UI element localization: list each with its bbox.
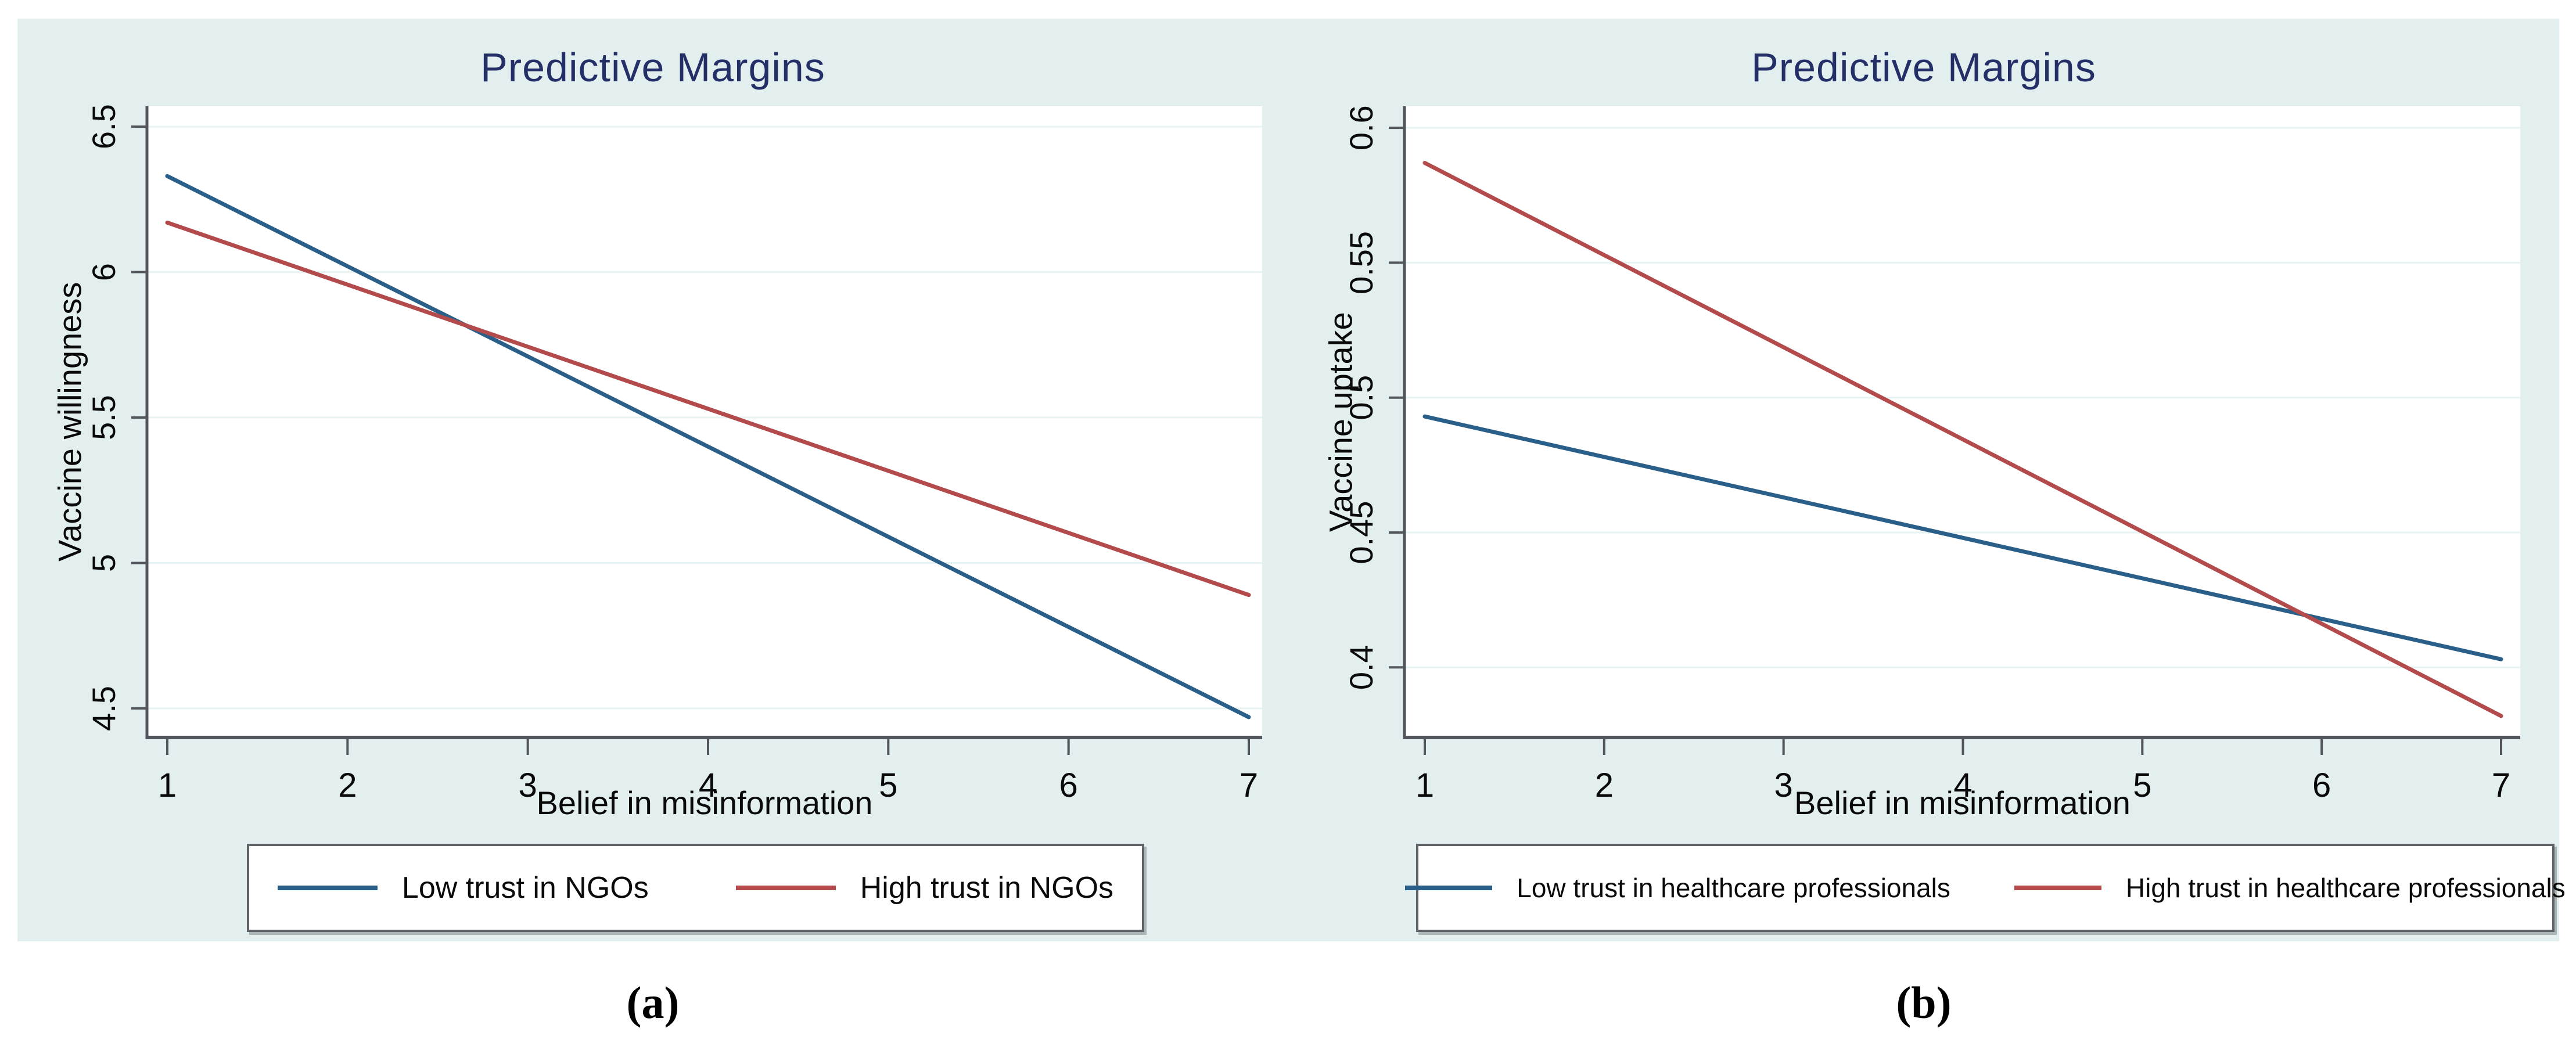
panel-b: 0.4 0.45 0.5 0.55 0.6 1 2 3 4 5 6 7 Predictive Marg…	[1288, 19, 2566, 941]
legend-a: Low trust in NGOs High trust in NGOs	[247, 844, 1144, 932]
x-tick-label: 4	[699, 767, 717, 804]
caption-b: (b)	[1896, 977, 1952, 1028]
legend-label-high-trust: High trust in healthcare professionals	[2125, 873, 2566, 903]
legend-b: Low trust in healthcare professionals Hi…	[1405, 844, 2566, 932]
low-trust-line	[1422, 414, 2503, 661]
high-trust-line	[1422, 161, 2503, 718]
y-tick-label: 0.55	[1343, 231, 1379, 294]
x-tick-label: 2	[338, 767, 357, 804]
low-trust-line-swatch	[1405, 886, 1493, 890]
x-tick-label: 1	[158, 767, 177, 804]
x-tick-label: 7	[1240, 767, 1258, 804]
y-tick-label: 4.5	[85, 686, 122, 731]
caption-a: (a)	[626, 977, 680, 1028]
x-tick-label: 3	[1774, 767, 1793, 804]
low-trust-line	[165, 174, 1251, 719]
y-tick-label: 0.5	[1343, 375, 1379, 420]
legend-entry-low-trust: Low trust in healthcare professionals	[1405, 872, 1950, 904]
y-tick-label: 0.45	[1343, 501, 1379, 564]
legend-entry-low-trust: Low trust in NGOs	[277, 870, 649, 905]
y-axis-label-b: Vaccine uptake	[1322, 312, 1359, 532]
legend-label-high-trust: High trust in NGOs	[860, 871, 1114, 905]
x-tick-label: 5	[879, 767, 897, 804]
x-tick-label: 6	[2312, 767, 2331, 804]
chart-title-a: Predictive Margins	[480, 45, 825, 90]
x-tick-label: 6	[1059, 767, 1078, 804]
legend-label-low-trust: Low trust in healthcare professionals	[1517, 873, 1950, 903]
x-tick-label: 7	[2492, 767, 2510, 804]
y-tick-label: 6	[85, 263, 122, 281]
low-trust-line-swatch	[277, 886, 378, 890]
legend-entry-high-trust: High trust in healthcare professionals	[2014, 872, 2566, 904]
x-axis-label-a: Belief in misinformation	[536, 785, 873, 821]
legend-label-low-trust: Low trust in NGOs	[401, 871, 649, 905]
x-tick-label: 1	[1415, 767, 1434, 804]
y-tick-label: 5.5	[85, 395, 122, 440]
x-tick-label: 2	[1595, 767, 1614, 804]
plot-background	[1404, 106, 2520, 737]
y-axis-label-a: Vaccine willingness	[51, 282, 88, 562]
x-tick-label: 3	[519, 767, 537, 804]
high-trust-line-swatch	[735, 886, 836, 890]
panel-a: 4.5 5 5.5 6 6.5 1 2 3 4 5 6 7 Predictive Margins Va…	[17, 19, 1288, 941]
plot-area-a: 4.5 5 5.5 6 6.5 1 2 3 4 5 6 7	[85, 104, 1262, 804]
plot-area-b: 0.4 0.45 0.5 0.55 0.6 1 2 3 4 5 6 7	[1343, 105, 2520, 804]
plot-background	[147, 106, 1262, 737]
x-tick-label: 5	[2133, 767, 2151, 804]
y-tick-label: 5	[85, 554, 122, 572]
y-tick-label: 0.4	[1343, 645, 1379, 690]
x-tick-label: 4	[1953, 767, 1972, 804]
y-tick-label: 6.5	[85, 104, 122, 149]
high-trust-line	[165, 220, 1251, 598]
y-tick-label: 0.6	[1343, 105, 1379, 150]
high-trust-line-swatch	[2014, 886, 2101, 890]
legend-entry-high-trust: High trust in NGOs	[735, 870, 1114, 905]
x-axis-label-b: Belief in misinformation	[1794, 785, 2131, 821]
chart-title-b: Predictive Margins	[1751, 45, 2096, 90]
